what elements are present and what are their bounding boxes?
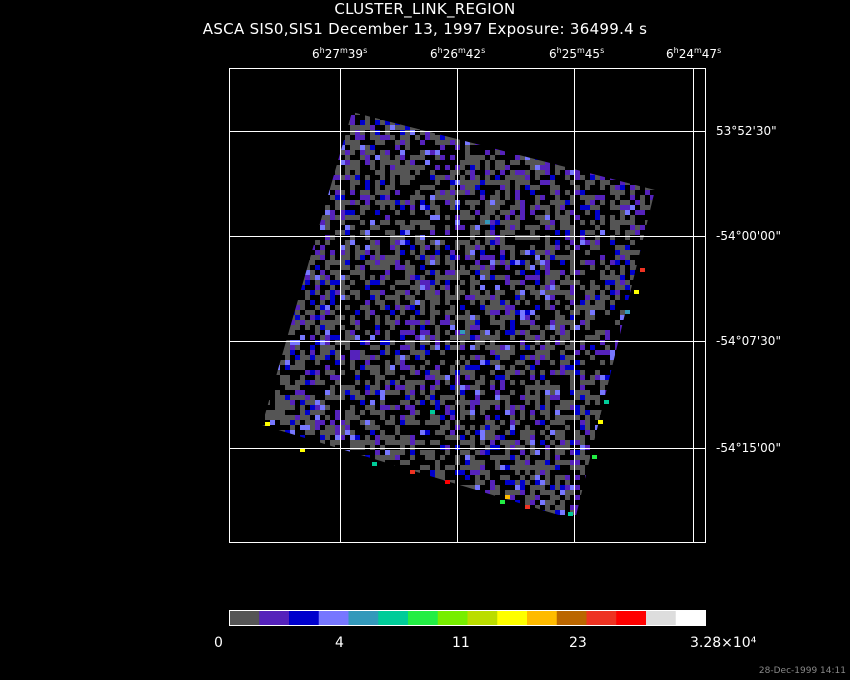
colorbar-label-max: 3.28×10⁴	[690, 635, 757, 651]
colorbar-label-2: 4	[335, 635, 344, 651]
colorbar	[229, 610, 706, 626]
ra-label-4: 6h24m47s	[666, 46, 722, 61]
timestamp: 28-Dec-1999 14:11	[758, 666, 846, 676]
colorbar-segment	[289, 610, 320, 626]
colorbar-label-4: 23	[569, 635, 587, 651]
colorbar-segment	[646, 610, 677, 626]
colorbar-segment	[467, 610, 498, 626]
ra-label-3: 6h25m45s	[549, 46, 605, 61]
dec-label-1: 53°52'30"	[716, 124, 777, 138]
colorbar-segment	[378, 610, 409, 626]
colorbar-frame	[229, 610, 706, 626]
colorbar-segment	[586, 610, 617, 626]
colorbar-segment	[348, 610, 379, 626]
colorbar-label-3: 11	[452, 635, 470, 651]
colorbar-segment	[675, 610, 706, 626]
colorbar-segment	[527, 610, 558, 626]
plot-frame	[229, 68, 706, 543]
dec-label-3: -54°07'30"	[716, 334, 781, 348]
colorbar-segment	[408, 610, 439, 626]
colorbar-segment	[318, 610, 349, 626]
colorbar-segment	[616, 610, 647, 626]
colorbar-label-min: 0	[214, 635, 223, 651]
colorbar-segment	[497, 610, 528, 626]
detector-edge-hotspots	[265, 220, 645, 516]
image-title: CLUSTER_LINK_REGION	[334, 0, 516, 18]
dec-label-4: -54°15'00"	[716, 441, 781, 455]
colorbar-segment	[556, 610, 587, 626]
ra-label-1: 6h27m39s	[312, 46, 368, 61]
ra-label-2: 6h26m42s	[430, 46, 486, 61]
detector-image	[262, 112, 655, 520]
coordinate-grid	[229, 68, 705, 542]
colorbar-segment	[259, 610, 290, 626]
colorbar-segment	[229, 610, 260, 626]
dec-label-2: -54°00'00"	[716, 229, 781, 243]
colorbar-segment	[437, 610, 468, 626]
image-subtitle: ASCA SIS0,SIS1 December 13, 1997 Exposur…	[202, 20, 648, 38]
